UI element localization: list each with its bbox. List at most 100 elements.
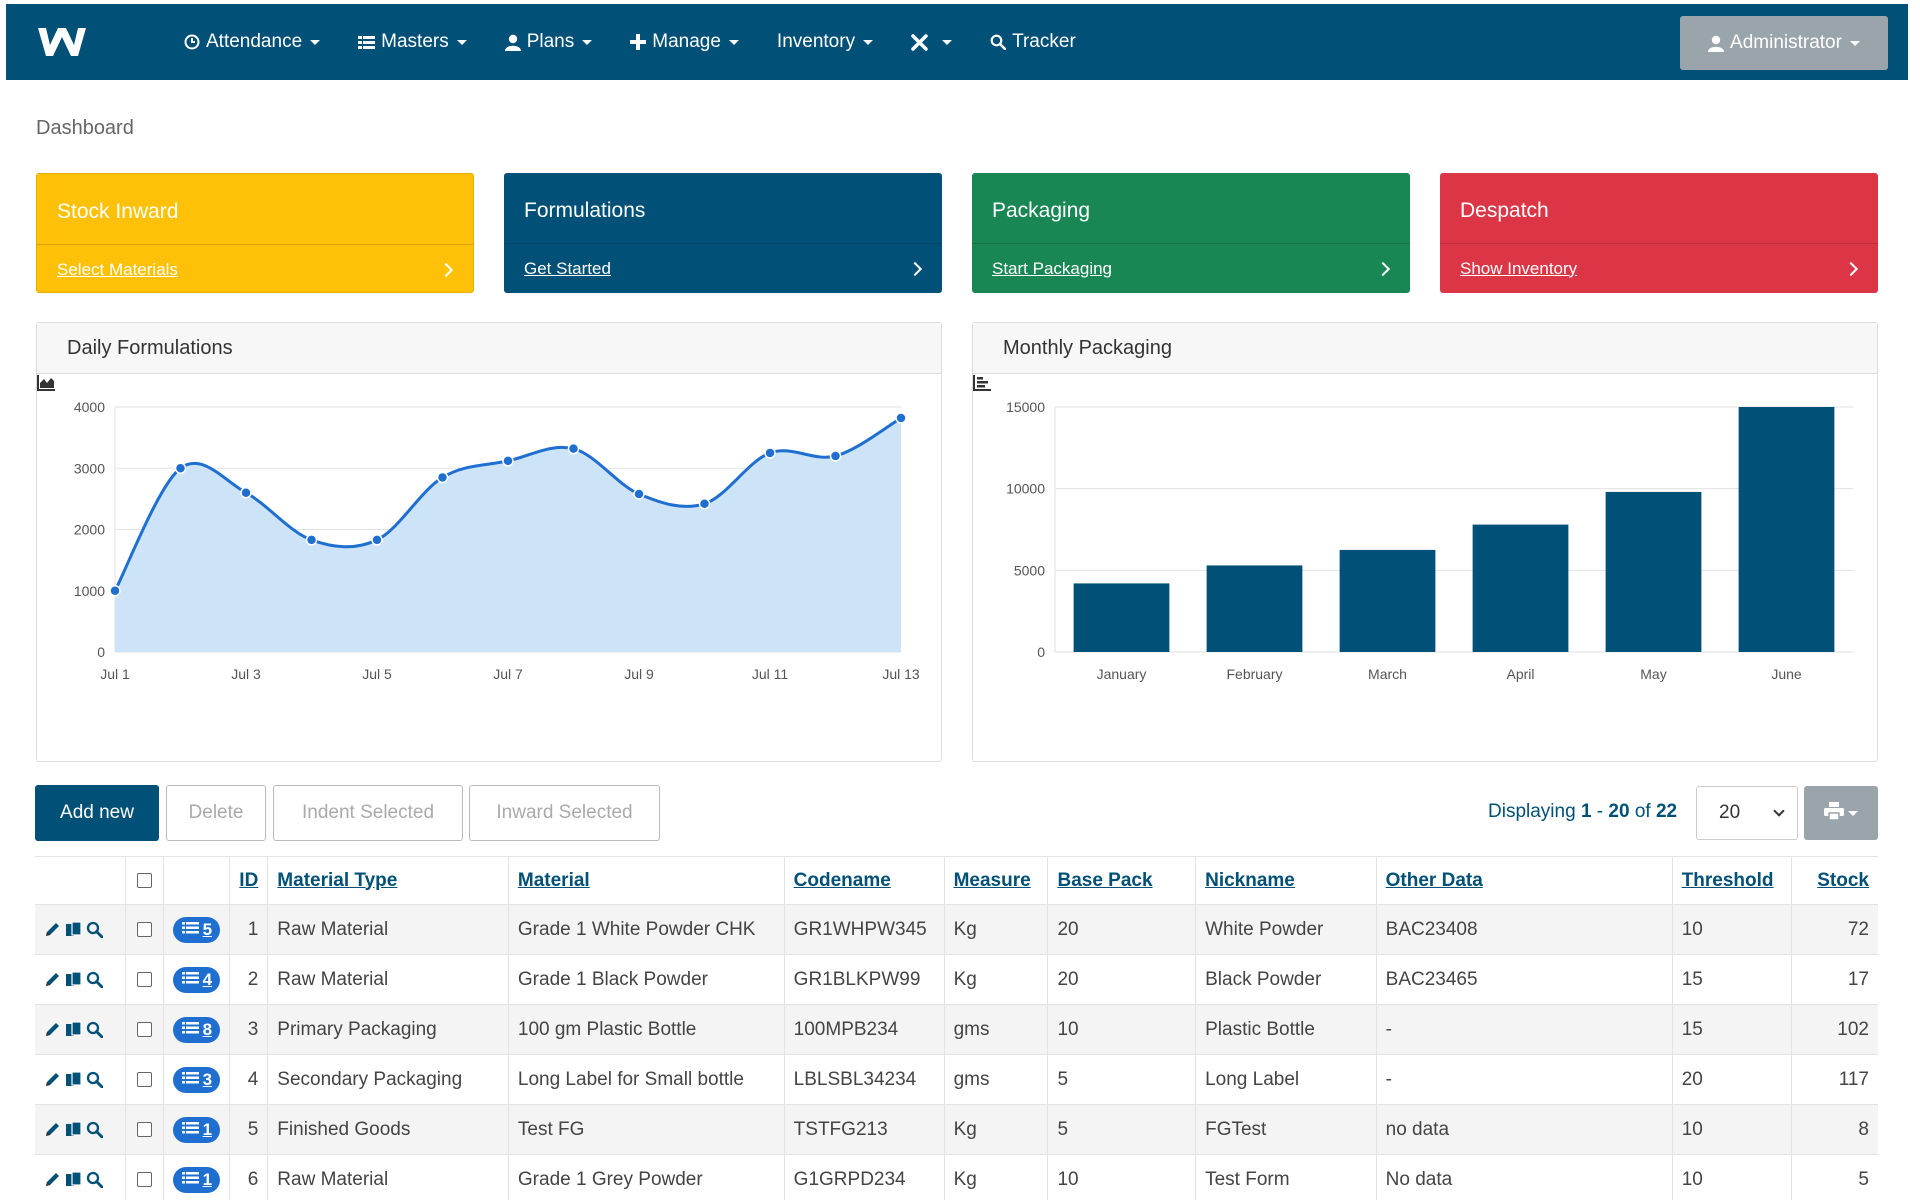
search-icon[interactable] [86,1071,103,1088]
y-tick-label: 15000 [1006,399,1045,415]
cell-other-data: BAC23408 [1376,904,1673,955]
batch-count-badge[interactable]: 4 [173,966,221,993]
header-stock[interactable]: Stock [1791,856,1878,905]
bar-february [1206,565,1303,652]
range-end: 20 [1608,801,1630,822]
row-checkbox[interactable] [137,1071,153,1087]
copy-icon[interactable] [65,1021,82,1038]
chevron-right-icon [1375,261,1391,276]
edit-icon[interactable] [44,921,61,938]
search-icon[interactable] [86,1121,103,1138]
cell-material: Grade 1 Grey Powder [508,1154,785,1200]
row-actions [35,1054,127,1105]
card-footer-link[interactable]: Select Materials [37,244,473,294]
add-new-button[interactable]: Add new [35,785,159,841]
badge-count: 5 [202,919,213,939]
nav-inventory[interactable]: Inventory [777,31,874,53]
cell-threshold: 20 [1672,1054,1792,1105]
x-tick-label: Jul 1 [100,666,130,682]
edit-icon[interactable] [44,1021,61,1038]
edit-icon[interactable] [44,1071,61,1088]
row-checkbox[interactable] [137,921,153,937]
cell-nickname: Plastic Bottle [1195,1004,1377,1055]
card-despatch: Despatch Show Inventory [1440,173,1878,293]
header-measure[interactable]: Measure [944,856,1049,905]
row-checkbox[interactable] [137,1171,153,1187]
nav-manage[interactable]: Manage [630,31,739,53]
delete-button[interactable]: Delete [166,785,266,841]
indent-selected-button[interactable]: Indent Selected [273,785,463,841]
copy-icon[interactable] [65,921,82,938]
bar-june [1738,407,1835,652]
copy-icon[interactable] [65,971,82,988]
header-nickname[interactable]: Nickname [1195,856,1377,905]
card-footer-link[interactable]: Show Inventory [1440,243,1878,293]
edit-icon[interactable] [44,1121,61,1138]
cell-codename: 100MPB234 [784,1004,945,1055]
data-point [698,498,711,510]
get-started-link[interactable]: Get Started [524,258,611,278]
search-icon[interactable] [86,971,103,988]
clock-icon [184,34,200,50]
chevron-down-icon [863,39,874,45]
cell-measure: gms [944,1054,1049,1105]
batch-count-badge[interactable]: 5 [173,916,221,943]
nav-masters[interactable]: Masters [358,31,467,53]
select-all-checkbox[interactable] [137,872,153,888]
search-icon[interactable] [86,1171,103,1188]
user-icon [504,34,521,51]
nav-attendance[interactable]: Attendance [184,31,321,53]
search-icon[interactable] [86,921,103,938]
batch-count-badge[interactable]: 1 [173,1116,221,1143]
edit-icon[interactable] [44,971,61,988]
header-material[interactable]: Material [508,856,785,905]
copy-icon[interactable] [65,1071,82,1088]
batch-count-badge[interactable]: 8 [173,1016,221,1043]
displaying-prefix: Displaying [1488,801,1576,822]
monthly-packaging-panel: Monthly Packaging 0 5000 10000 15000 January… [972,322,1878,762]
data-point [633,488,645,500]
panel-header: Daily Formulations [37,323,941,391]
header-material-type[interactable]: Material Type [267,856,509,905]
page-size-select[interactable]: 20 [1696,786,1798,840]
cell-other-data: - [1376,1054,1673,1105]
header-other-data[interactable]: Other Data [1376,856,1673,905]
administrator-menu-button[interactable]: Administrator [1680,16,1888,70]
header-base-pack[interactable]: Base Pack [1047,856,1197,905]
nav-plans[interactable]: Plans [504,31,593,53]
select-materials-link[interactable]: Select Materials [57,259,178,279]
header-threshold[interactable]: Threshold [1672,856,1792,905]
cell-stock: 8 [1791,1104,1878,1155]
search-icon[interactable] [86,1021,103,1038]
print-menu-button[interactable] [1804,786,1878,840]
row-checkbox[interactable] [137,1121,153,1137]
batch-count-badge[interactable]: 1 [173,1166,221,1193]
brand-logo[interactable] [36,22,96,62]
y-tick-label: 0 [1037,644,1045,660]
nav-tools[interactable] [911,33,953,51]
row-checkbox[interactable] [137,971,153,987]
card-packaging: Packaging Start Packaging [972,173,1410,293]
copy-icon[interactable] [65,1121,82,1138]
header-codename[interactable]: Codename [784,856,945,905]
card-footer-link[interactable]: Get Started [504,243,942,293]
show-inventory-link[interactable]: Show Inventory [1460,258,1578,278]
panel-title: Daily Formulations [67,336,233,359]
row-badge-cell: 5 [163,904,231,955]
chevron-down-icon [310,39,321,45]
cell-base-pack: 20 [1047,954,1197,1005]
start-packaging-link[interactable]: Start Packaging [992,258,1113,278]
edit-icon[interactable] [44,1171,61,1188]
header-id[interactable]: ID [229,856,269,905]
card-footer-link[interactable]: Start Packaging [972,243,1410,293]
data-point [895,412,907,424]
batch-count-badge[interactable]: 3 [173,1066,221,1093]
row-checkbox[interactable] [137,1021,153,1037]
copy-icon[interactable] [65,1171,82,1188]
nav-tracker[interactable]: Tracker [990,31,1076,53]
inward-selected-button[interactable]: Inward Selected [469,785,660,841]
chevron-right-icon [1843,261,1859,276]
print-icon [1824,801,1844,825]
cell-material-type: Raw Material [267,1154,509,1200]
table-row: 8 3 Primary Packaging 100 gm Plastic Bottle… [35,1004,1878,1055]
